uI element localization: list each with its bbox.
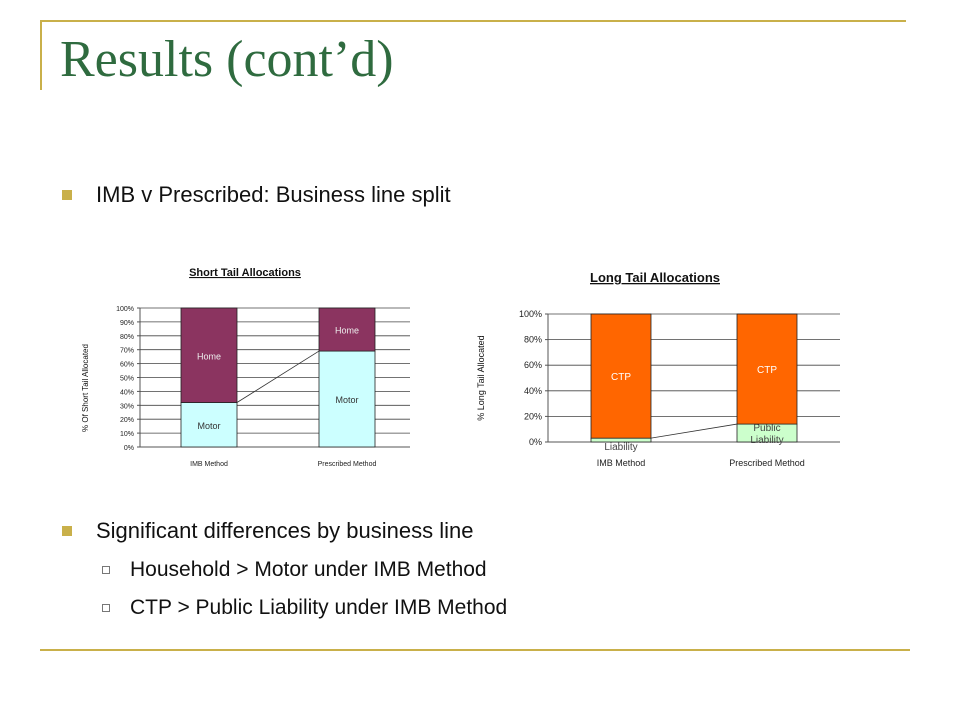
chart-title: Long Tail Allocations [590,270,720,285]
bar-segment-ctp [736,313,798,425]
y-tick-label: 70% [120,348,134,355]
bar-segment-home [180,307,238,403]
y-tick-label: 60% [120,362,134,369]
bar-segment-ctp [590,313,652,439]
bar-label: Motor [335,395,358,405]
y-tick-label: 20% [120,417,134,424]
left-rule [40,20,42,90]
bottom-rule [40,649,910,651]
bullet-significant-differences: Significant differences by business line [62,518,474,544]
bar-label: CTP [611,372,631,383]
top-rule [40,20,906,22]
y-tick-label: 40% [120,389,134,396]
y-tick-label: 0% [124,445,134,452]
x-tick-label: Prescribed Method [729,458,805,468]
bar-segment-motor [180,402,238,448]
bullet-business-line-split: IMB v Prescribed: Business line split [62,182,451,208]
y-tick-label: 100% [116,306,134,313]
y-tick-label: 40% [524,386,542,396]
bar-label: Home [197,351,221,361]
sub-bullet-ctp: CTP > Public Liability under IMB Method [102,596,508,620]
bar-label: Liability [750,435,783,446]
series-connector-line [650,423,738,439]
x-tick-label: IMB Method [597,458,646,468]
bar-label: Liability [604,442,637,453]
y-tick-label: 50% [120,376,134,383]
y-axis-label: % Of Short Tail Allocated [81,344,90,432]
y-tick-label: 80% [120,334,134,341]
long-tail-chart: Long Tail Allocations % Long Tail Alloca… [476,270,840,468]
y-tick-label: 60% [524,360,542,370]
y-tick-label: 80% [524,335,542,345]
y-tick-label: 90% [120,320,134,327]
bar-label: Home [335,326,359,336]
slide-title: Results (cont’d) [60,31,394,88]
short-tail-chart: Short Tail Allocations % Of Short Tail A… [81,267,410,468]
y-tick-label: 100% [519,309,542,319]
bar-label: Public [753,423,780,434]
hollow-square-icon [102,604,110,612]
y-tick-label: 20% [524,411,542,421]
bullet-text: Significant differences by business line [96,518,474,543]
sub-bullet-text: Household > Motor under IMB Method [130,558,487,581]
chart-title: Short Tail Allocations [189,267,301,279]
x-tick-label: Prescribed Method [318,461,377,468]
series-connector-line [236,350,320,403]
bar-segment-motor [318,350,376,448]
y-axis-label: % Long Tail Allocated [476,335,486,420]
x-tick-label: IMB Method [190,461,228,468]
y-tick-label: 10% [120,431,134,438]
sub-bullet-household: Household > Motor under IMB Method [102,558,487,582]
bullet-square-icon [62,190,72,200]
y-tick-label: 0% [529,437,542,447]
bullet-square-icon [62,526,72,536]
bar-label: CTP [757,365,777,376]
bullet-text: IMB v Prescribed: Business line split [96,182,451,207]
sub-bullet-text: CTP > Public Liability under IMB Method [130,596,508,619]
y-tick-label: 30% [120,403,134,410]
hollow-square-icon [102,566,110,574]
bar-label: Motor [197,421,220,431]
bar-segment-home [318,307,376,352]
